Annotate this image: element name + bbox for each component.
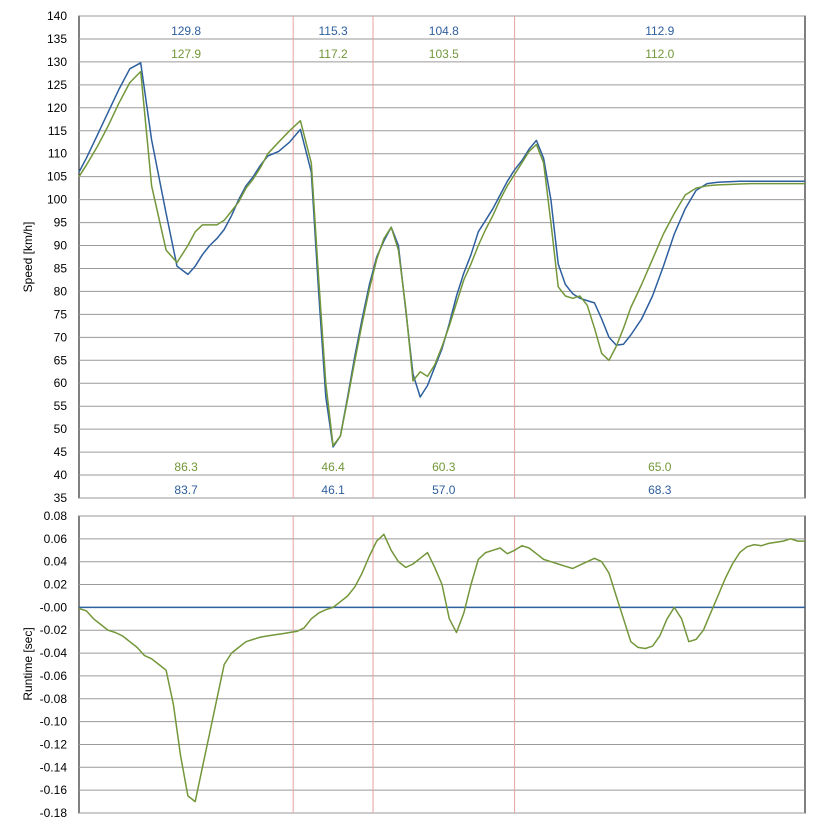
runtime-y-tick-label: -0.16 (40, 783, 68, 797)
segment-max-label-series-2: 117.2 (319, 47, 348, 61)
speed-y-tick-label: 70 (54, 330, 68, 344)
runtime-y-tick-label: -0.04 (40, 646, 68, 660)
speed-y-tick-label: 80 (54, 284, 68, 298)
speed-y-tick-label: 40 (54, 468, 68, 482)
speed-plot-frame (78, 15, 806, 499)
runtime-y-tick-label: -0.00 (40, 600, 68, 614)
runtime-series-2-line (78, 533, 805, 803)
speed-y-tick-label: 100 (47, 193, 67, 207)
segment-max-label-series-1: 129.8 (171, 24, 201, 38)
speed-y-tick-label: 135 (47, 32, 67, 46)
segment-max-label-series-1: 104.8 (429, 24, 459, 38)
runtime-y-tick-label: -0.02 (40, 623, 68, 637)
segment-min-label-series-1: 57.0 (432, 483, 456, 497)
speed-segment-labels: 129.8 115.3 104.8 112.9 127.9 117.2 103.5 112.0… (171, 24, 675, 497)
runtime-y-tick-label: -0.12 (40, 737, 68, 751)
segment-min-label-series-1: 68.3 (648, 483, 672, 497)
speed-y-tick-label: 90 (54, 239, 68, 253)
speed-y-tick-labels: 140 135 130 125 120 115 110 105 100 95 90 85 80 75 70 6… (47, 9, 67, 505)
speed-y-tick-label: 105 (47, 170, 67, 184)
speed-y-tick-label: 35 (54, 491, 68, 505)
runtime-series-lines (78, 533, 805, 803)
speed-y-tick-label: 95 (54, 216, 68, 230)
runtime-y-tick-label: 0.06 (44, 532, 68, 546)
speed-y-axis-title: Speed [km/h] (21, 222, 35, 293)
runtime-y-tick-label: -0.14 (40, 760, 68, 774)
runtime-gridlines (79, 515, 805, 814)
speed-gridlines (79, 15, 805, 499)
runtime-y-tick-labels: 0.08 0.06 0.04 0.02 -0.00 -0.02 -0.04 -0.06 -0.0… (40, 509, 68, 820)
speed-y-tick-label: 140 (47, 9, 67, 23)
speed-y-tick-label: 65 (54, 353, 68, 367)
speed-series-lines (78, 62, 805, 448)
runtime-y-tick-label: -0.18 (40, 806, 68, 820)
segment-max-label-series-1: 115.3 (319, 24, 348, 38)
segment-min-label-series-2: 86.3 (174, 460, 198, 474)
segment-min-label-series-1: 46.1 (321, 483, 345, 497)
speed-y-tick-label: 75 (54, 307, 68, 321)
runtime-y-tick-label: -0.10 (40, 715, 68, 729)
runtime-y-tick-label: 0.04 (44, 555, 68, 569)
speed-y-tick-label: 55 (54, 399, 68, 413)
speed-panel: 140 135 130 125 120 115 110 105 100 95 90 85 80 75 70 6… (21, 9, 806, 505)
speed-series-1-line (78, 62, 805, 448)
runtime-segment-dividers (292, 516, 516, 813)
speed-y-tick-label: 60 (54, 376, 68, 390)
speed-series-2-line (78, 70, 805, 447)
runtime-y-tick-label: 0.02 (44, 578, 68, 592)
speed-y-tick-label: 125 (47, 78, 67, 92)
segment-min-label-series-2: 60.3 (432, 460, 456, 474)
speed-y-tick-label: 115 (48, 124, 67, 138)
segment-max-label-series-2: 103.5 (429, 47, 459, 61)
runtime-plot-frame (78, 515, 806, 814)
segment-min-label-series-2: 65.0 (648, 460, 672, 474)
speed-y-tick-label: 120 (47, 101, 67, 115)
segment-max-label-series-2: 112.0 (645, 47, 674, 61)
segment-max-label-series-2: 127.9 (171, 47, 201, 61)
segment-min-label-series-1: 83.7 (174, 483, 198, 497)
runtime-y-tick-label: -0.08 (40, 692, 68, 706)
speed-segment-dividers (292, 16, 516, 498)
speed-y-tick-label: 85 (54, 261, 68, 275)
runtime-y-axis-title: Runtime [sec] (21, 627, 35, 700)
speed-y-tick-label: 130 (47, 55, 67, 69)
segment-min-label-series-2: 46.4 (321, 460, 345, 474)
runtime-panel: 0.08 0.06 0.04 0.02 -0.00 -0.02 -0.04 -0.06 -0.0… (21, 509, 806, 820)
speed-y-tick-label: 45 (54, 445, 68, 459)
runtime-y-tick-label: -0.06 (40, 669, 68, 683)
speed-y-tick-label: 50 (54, 422, 68, 436)
segment-max-label-series-1: 112.9 (645, 24, 674, 38)
runtime-y-tick-label: 0.08 (44, 509, 68, 523)
speed-y-tick-label: 110 (48, 147, 67, 161)
